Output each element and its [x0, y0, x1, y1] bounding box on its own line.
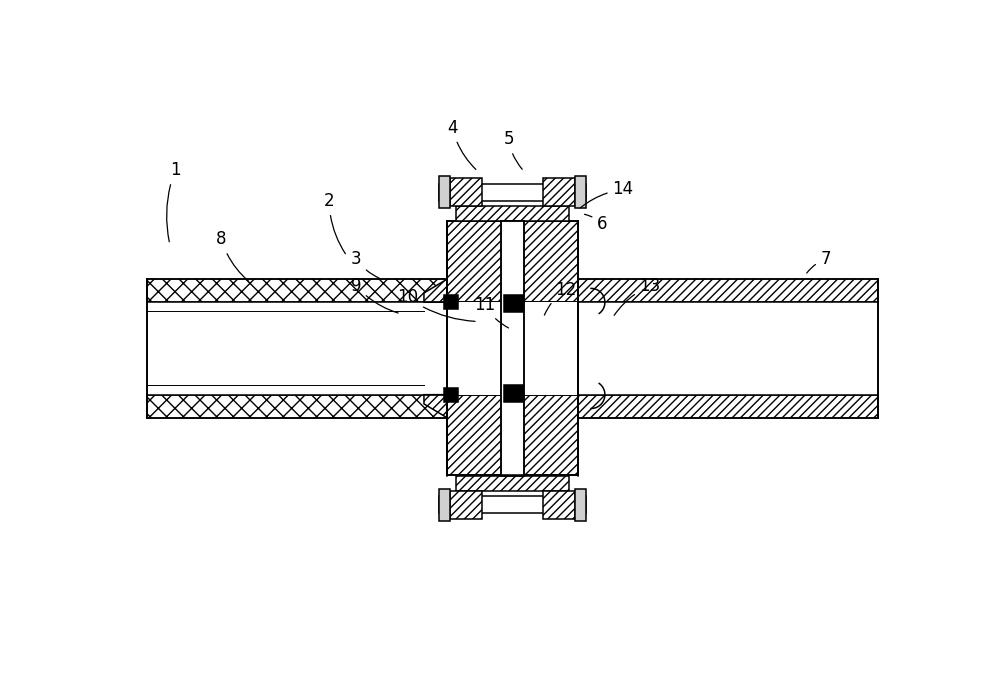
Bar — [504, 384, 523, 402]
Bar — [447, 302, 578, 395]
Bar — [456, 206, 569, 221]
Bar — [578, 279, 878, 302]
Bar — [543, 178, 575, 206]
Bar — [447, 221, 578, 302]
Text: 11: 11 — [474, 296, 508, 328]
Text: 7: 7 — [807, 250, 831, 273]
Text: 1: 1 — [167, 161, 180, 242]
Bar — [504, 295, 523, 313]
Text: 9: 9 — [351, 277, 398, 313]
Text: 6: 6 — [585, 215, 608, 233]
Bar — [439, 496, 586, 513]
Bar — [578, 395, 878, 417]
Bar — [578, 302, 877, 395]
Bar — [147, 395, 447, 417]
Bar — [147, 279, 447, 302]
Bar — [450, 178, 482, 206]
Text: 4: 4 — [447, 119, 476, 170]
Text: 14: 14 — [580, 181, 634, 208]
Text: 12: 12 — [544, 281, 576, 315]
Bar — [148, 302, 447, 395]
Bar — [575, 176, 586, 208]
Text: 10: 10 — [397, 288, 475, 322]
Bar — [456, 475, 569, 491]
Text: 3: 3 — [351, 250, 379, 278]
Bar — [543, 491, 575, 519]
Bar — [444, 388, 458, 402]
Bar — [439, 184, 586, 201]
Bar — [575, 489, 586, 521]
Polygon shape — [424, 395, 447, 417]
Bar — [447, 395, 578, 475]
Bar — [444, 295, 458, 309]
Text: 5: 5 — [503, 130, 522, 169]
Text: 8: 8 — [216, 230, 249, 282]
Bar — [501, 221, 524, 475]
Text: 13: 13 — [614, 277, 661, 315]
Text: 2: 2 — [324, 192, 345, 254]
Bar — [439, 176, 450, 208]
Polygon shape — [424, 279, 447, 302]
Bar — [450, 491, 482, 519]
Bar — [439, 489, 450, 521]
